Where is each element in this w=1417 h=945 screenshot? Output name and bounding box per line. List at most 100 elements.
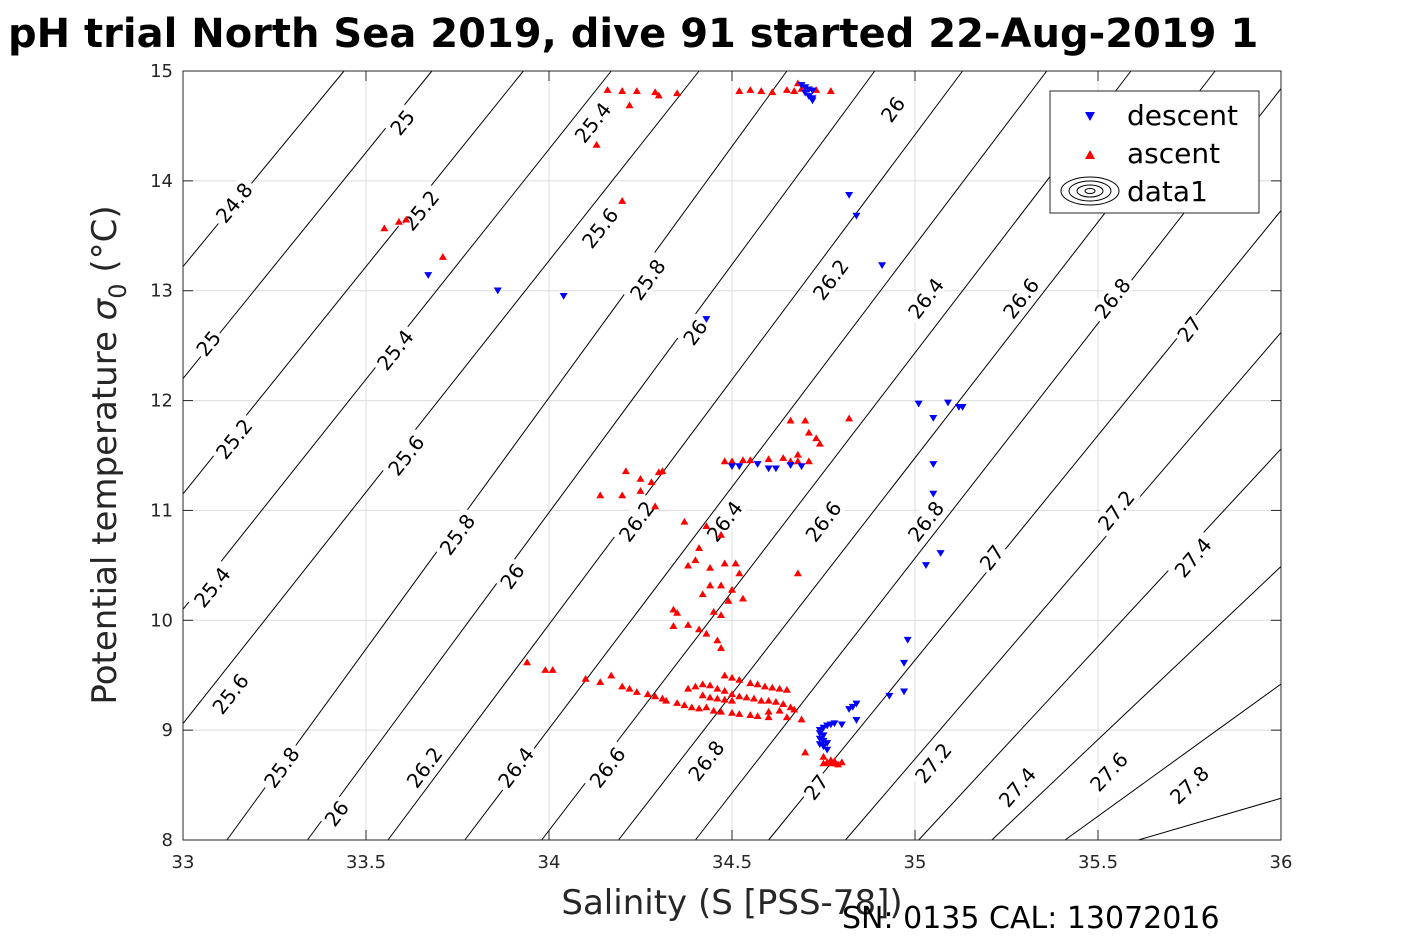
descent-point xyxy=(837,721,846,729)
ascent-point xyxy=(702,629,711,637)
descent-point xyxy=(815,730,824,738)
ascent-point xyxy=(790,705,799,713)
ascent-point xyxy=(654,91,663,99)
contour-label-mask xyxy=(699,493,749,549)
ascent-point xyxy=(728,585,736,593)
contour-label-mask xyxy=(395,182,445,238)
ascent-point xyxy=(643,690,652,698)
ascent-point xyxy=(804,428,813,436)
y-tick-label: 10 xyxy=(150,610,173,631)
descent-point xyxy=(903,636,912,644)
descent-point xyxy=(929,414,938,422)
contour-label-mask xyxy=(1170,309,1207,348)
ascent-point xyxy=(596,491,605,499)
ascent-point xyxy=(684,621,693,628)
ascent-point xyxy=(782,713,791,721)
legend-ascent-marker xyxy=(1085,150,1095,159)
ascent-point xyxy=(702,522,711,530)
descent-point xyxy=(815,741,824,749)
y-axis-label-main: Potential temperature xyxy=(85,320,125,704)
ascent-point xyxy=(793,457,802,465)
density-contour-line xyxy=(1064,683,1282,841)
x-tick-label: 34.5 xyxy=(712,852,752,873)
ascent-point xyxy=(717,644,726,651)
contour-label-mask xyxy=(380,427,431,483)
ascent-point xyxy=(768,683,777,691)
x-tick-label: 35.5 xyxy=(1078,852,1118,873)
legend-ascent-label: ascent xyxy=(1127,137,1220,170)
ascent-point xyxy=(801,416,810,424)
ascent-point xyxy=(706,563,715,571)
contour-label-mask xyxy=(490,739,540,795)
contour-label-mask xyxy=(369,322,420,377)
ascent-point xyxy=(680,701,689,709)
y-tick-label: 8 xyxy=(162,830,173,851)
legend-box xyxy=(1049,90,1260,214)
ascent-point xyxy=(753,680,762,688)
ascent-point xyxy=(691,682,700,690)
contour-label-mask xyxy=(189,324,226,362)
contour-label-mask xyxy=(973,538,1009,576)
ascent-point xyxy=(402,215,411,223)
descent-point xyxy=(921,562,930,569)
density-contour-line xyxy=(1138,797,1282,841)
ascent-point xyxy=(779,700,788,707)
ascent-point xyxy=(596,678,605,686)
ascent-point xyxy=(717,707,726,715)
descent-point xyxy=(929,490,938,498)
ascent-point xyxy=(845,414,854,422)
descent-point xyxy=(845,706,854,713)
ascent-point xyxy=(804,457,813,465)
ascent-point xyxy=(632,87,641,94)
contour-label-mask xyxy=(798,493,848,549)
contour-label-mask xyxy=(797,768,834,806)
x-axis-label: Salinity (S [PSS-78]) xyxy=(561,883,902,923)
descent-point xyxy=(493,287,502,295)
contour-label-mask xyxy=(582,739,632,795)
ascent-point xyxy=(695,544,704,551)
contour-label-mask xyxy=(611,493,661,549)
ascent-point xyxy=(618,197,627,204)
ascent-point xyxy=(673,89,682,97)
ascent-point xyxy=(680,517,689,525)
ascent-point xyxy=(815,439,824,447)
contour-label-mask xyxy=(383,103,420,141)
ascent-point xyxy=(720,671,729,679)
y-axis-label-symbol: σ xyxy=(85,297,125,320)
ascent-point xyxy=(738,456,747,464)
y-axis-label-subscript: 0 xyxy=(104,283,132,298)
ascent-point xyxy=(735,692,744,700)
contour-label-mask xyxy=(874,90,910,128)
density-contour-line xyxy=(695,88,1282,841)
y-tick-label: 12 xyxy=(150,391,173,412)
descent-point xyxy=(845,191,854,199)
ascent-point xyxy=(695,704,704,712)
descent-point xyxy=(958,403,967,411)
contour-label-mask xyxy=(900,493,950,549)
ascent-point xyxy=(746,679,755,687)
ascent-point xyxy=(775,684,784,692)
ascent-point xyxy=(782,685,791,693)
descent-point xyxy=(424,272,433,279)
contour-label-mask xyxy=(1082,744,1134,798)
contour-label-mask xyxy=(1090,482,1141,537)
descent-point xyxy=(804,93,813,100)
ascent-point xyxy=(717,530,726,538)
ascent-point xyxy=(720,457,729,465)
contour-label-mask xyxy=(907,735,958,790)
ascent-point xyxy=(625,101,634,109)
y-tick-label: 15 xyxy=(150,61,173,82)
contour-label-mask xyxy=(208,175,259,230)
ascent-point xyxy=(618,491,627,499)
ascent-point xyxy=(782,86,791,93)
ascent-point xyxy=(720,686,729,694)
ascent-point xyxy=(735,710,744,717)
contour-label-mask xyxy=(1087,270,1137,326)
ascent-point xyxy=(837,758,846,766)
ascent-point xyxy=(662,696,671,704)
ascent-point xyxy=(779,454,788,461)
descent-point xyxy=(808,97,817,105)
ascent-point xyxy=(673,699,682,706)
ascent-point xyxy=(746,456,755,464)
legend-data1-contour-icon xyxy=(1060,176,1120,206)
